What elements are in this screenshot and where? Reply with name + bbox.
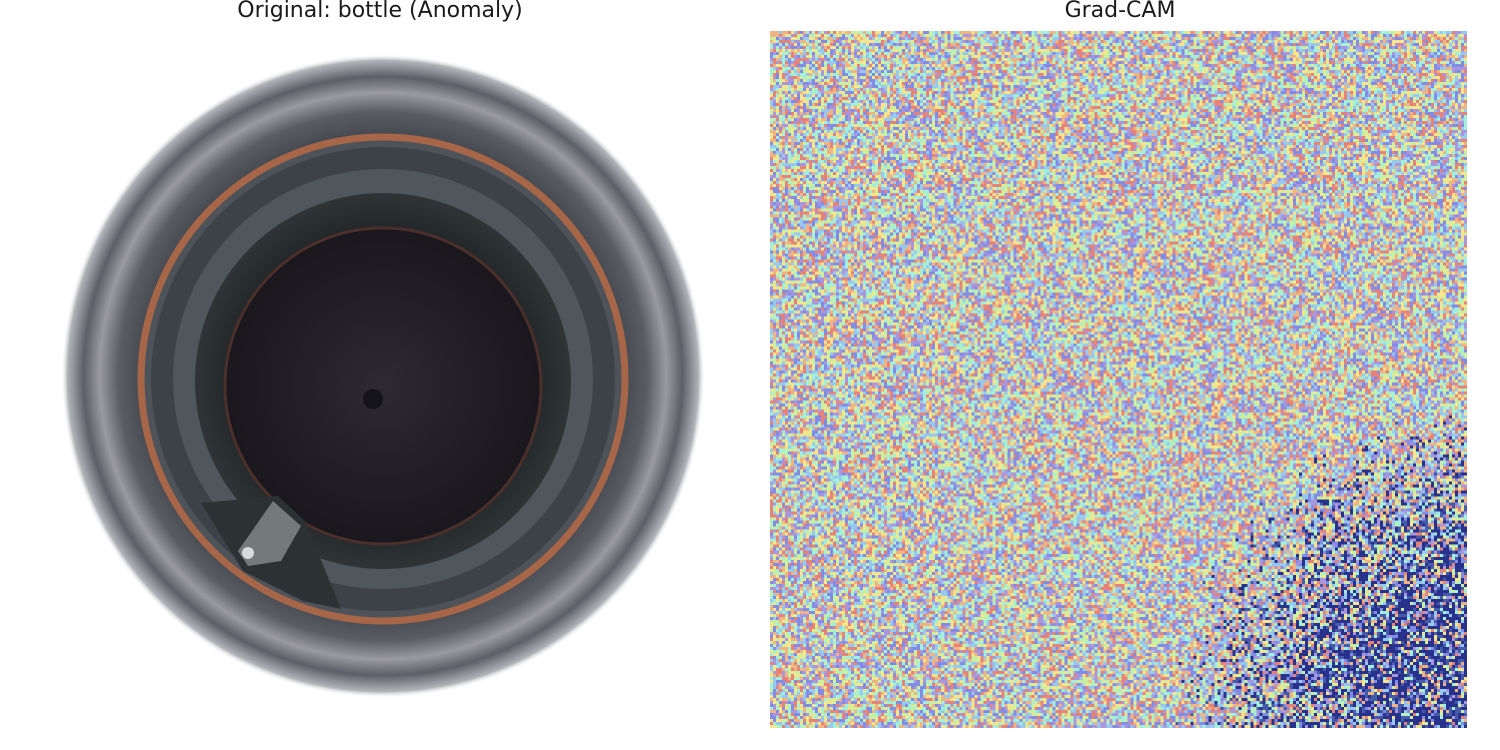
bottle-photo: [61, 54, 705, 698]
original-image-panel: [33, 31, 730, 728]
gradcam-panel: [770, 31, 1467, 728]
gradcam-title: Grad-CAM: [1064, 0, 1176, 23]
gradcam-heatmap: [770, 31, 1467, 728]
original-image-title: Original: bottle (Anomaly): [237, 0, 523, 23]
